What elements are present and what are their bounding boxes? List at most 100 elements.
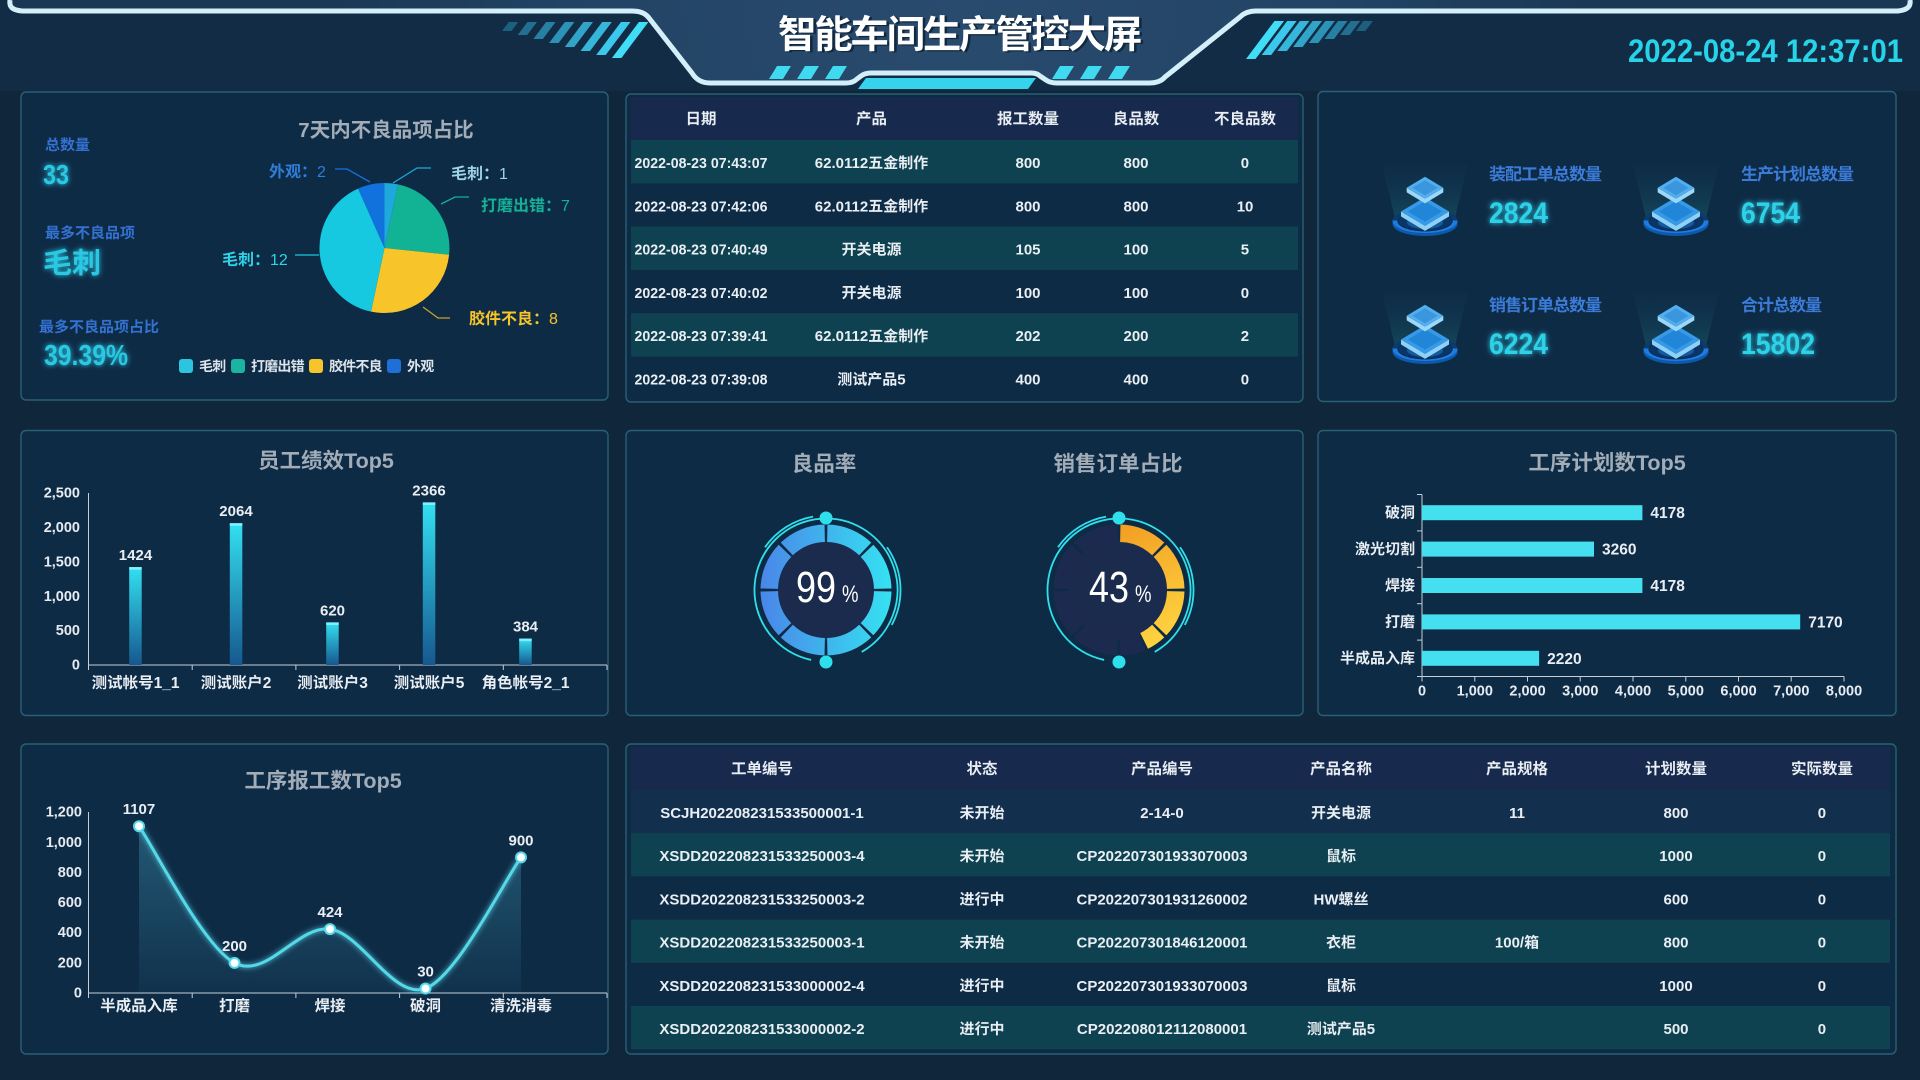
svg-text:4178: 4178 xyxy=(1650,505,1685,522)
svg-text:400: 400 xyxy=(1124,372,1149,389)
svg-text:2022-08-23 07:39:41: 2022-08-23 07:39:41 xyxy=(635,328,768,345)
svg-text:1,000: 1,000 xyxy=(1457,684,1493,700)
svg-text:12: 12 xyxy=(270,252,288,269)
svg-text:100: 100 xyxy=(1016,285,1041,302)
svg-text:33: 33 xyxy=(43,159,69,190)
svg-text:0: 0 xyxy=(1818,805,1826,822)
svg-text:1,000: 1,000 xyxy=(44,589,80,605)
svg-text:2366: 2366 xyxy=(412,482,445,499)
svg-text:600: 600 xyxy=(1664,891,1689,908)
svg-text:1000: 1000 xyxy=(1659,848,1692,865)
svg-text:100: 100 xyxy=(1124,242,1149,259)
svg-text:39.39%: 39.39% xyxy=(44,340,128,372)
svg-text:8,000: 8,000 xyxy=(1826,684,1862,700)
svg-text:CP202207301933070003: CP202207301933070003 xyxy=(1077,848,1248,865)
svg-text:800: 800 xyxy=(1016,155,1041,172)
svg-text:2022-08-23 07:39:08: 2022-08-23 07:39:08 xyxy=(635,372,768,389)
svg-text:11: 11 xyxy=(1509,805,1525,822)
svg-text:62.0112: 62.0112 xyxy=(815,328,868,345)
svg-text:10: 10 xyxy=(1237,198,1254,215)
svg-text:2064: 2064 xyxy=(219,503,253,520)
svg-text:800: 800 xyxy=(1016,198,1041,215)
svg-text:99: 99 xyxy=(796,563,836,612)
svg-text:600: 600 xyxy=(58,895,82,911)
svg-text:100: 100 xyxy=(1124,285,1149,302)
svg-text:424: 424 xyxy=(318,904,344,921)
svg-text:0: 0 xyxy=(1241,155,1249,172)
svg-text:CP202207301933070003: CP202207301933070003 xyxy=(1077,978,1248,995)
svg-text:0: 0 xyxy=(1818,891,1826,908)
svg-text:15802: 15802 xyxy=(1741,328,1815,361)
svg-text:Top5: Top5 xyxy=(352,769,402,793)
svg-text:1107: 1107 xyxy=(123,801,156,818)
svg-text:5: 5 xyxy=(1367,1021,1375,1038)
svg-text:2,500: 2,500 xyxy=(44,486,80,502)
svg-text:400: 400 xyxy=(58,925,82,941)
svg-text:400: 400 xyxy=(1016,372,1041,389)
svg-text:6,000: 6,000 xyxy=(1720,684,1756,700)
svg-text:2: 2 xyxy=(1241,328,1249,345)
svg-text:62.0112: 62.0112 xyxy=(815,155,868,172)
svg-text:2,000: 2,000 xyxy=(1509,684,1545,700)
svg-text:900: 900 xyxy=(509,832,534,849)
svg-text:0: 0 xyxy=(1418,684,1426,700)
svg-text:XSDD202208231533250003-1: XSDD202208231533250003-1 xyxy=(659,935,864,952)
svg-text:800: 800 xyxy=(1124,198,1149,215)
svg-text:CP202207301846120001: CP202207301846120001 xyxy=(1077,935,1248,952)
svg-text:1: 1 xyxy=(499,166,508,183)
svg-text:XSDD202208231533000002-2: XSDD202208231533000002-2 xyxy=(659,1021,864,1038)
svg-text:1,200: 1,200 xyxy=(46,805,82,821)
svg-text:7: 7 xyxy=(561,198,570,215)
svg-text:%: % xyxy=(1135,581,1152,608)
svg-text:800: 800 xyxy=(1124,155,1149,172)
svg-text:%: % xyxy=(842,581,859,608)
svg-text:7170: 7170 xyxy=(1808,614,1842,631)
svg-text:2022-08-24 12:37:01: 2022-08-24 12:37:01 xyxy=(1628,33,1903,69)
svg-text:500: 500 xyxy=(56,623,80,639)
svg-text:0: 0 xyxy=(1818,978,1826,995)
svg-text:0: 0 xyxy=(1818,1021,1826,1038)
svg-text:XSDD202208231533250003-2: XSDD202208231533250003-2 xyxy=(659,891,864,908)
svg-text:200: 200 xyxy=(1124,328,1149,345)
svg-text:1000: 1000 xyxy=(1659,978,1692,995)
svg-text:2022-08-23 07:40:02: 2022-08-23 07:40:02 xyxy=(635,285,768,302)
svg-text:800: 800 xyxy=(1664,935,1689,952)
svg-text:0: 0 xyxy=(1241,372,1249,389)
svg-text:500: 500 xyxy=(1664,1021,1689,1038)
svg-text:2220: 2220 xyxy=(1547,651,1581,668)
svg-text:0: 0 xyxy=(1818,935,1826,952)
svg-text:5: 5 xyxy=(1241,242,1249,259)
svg-text:CP202208012112080001: CP202208012112080001 xyxy=(1077,1021,1247,1038)
svg-text:2_1: 2_1 xyxy=(544,675,570,692)
svg-text:1424: 1424 xyxy=(119,547,153,564)
svg-text:7,000: 7,000 xyxy=(1773,684,1809,700)
svg-text:2022-08-23 07:42:06: 2022-08-23 07:42:06 xyxy=(635,198,768,215)
svg-text:1_1: 1_1 xyxy=(154,675,180,692)
svg-text:0: 0 xyxy=(1241,285,1249,302)
svg-text:2-14-0: 2-14-0 xyxy=(1140,805,1183,822)
svg-text:XSDD202208231533000002-4: XSDD202208231533000002-4 xyxy=(659,978,865,995)
svg-text:2022-08-23 07:40:49: 2022-08-23 07:40:49 xyxy=(635,242,768,259)
svg-text:30: 30 xyxy=(417,964,434,981)
svg-text:8: 8 xyxy=(549,311,558,328)
svg-text:800: 800 xyxy=(1664,805,1689,822)
svg-text:2: 2 xyxy=(263,675,272,692)
svg-text:5: 5 xyxy=(456,675,465,692)
svg-text:5,000: 5,000 xyxy=(1668,684,1704,700)
svg-text:0: 0 xyxy=(1818,848,1826,865)
svg-text:62.0112: 62.0112 xyxy=(815,198,868,215)
svg-text:XSDD202208231533250003-4: XSDD202208231533250003-4 xyxy=(659,848,865,865)
svg-text:5: 5 xyxy=(897,372,905,389)
svg-text:Top5: Top5 xyxy=(1636,451,1686,475)
svg-text:105: 105 xyxy=(1016,242,1041,259)
svg-text:3260: 3260 xyxy=(1602,542,1636,559)
svg-text:200: 200 xyxy=(58,955,82,971)
svg-text:620: 620 xyxy=(320,602,345,619)
svg-text:0: 0 xyxy=(74,986,82,1002)
svg-text:6754: 6754 xyxy=(1741,197,1800,230)
svg-text:1,500: 1,500 xyxy=(44,554,80,570)
svg-text:2022-08-23 07:43:07: 2022-08-23 07:43:07 xyxy=(635,155,768,172)
svg-text:2: 2 xyxy=(317,164,326,181)
svg-text:2824: 2824 xyxy=(1489,197,1548,230)
svg-text:800: 800 xyxy=(58,865,82,881)
